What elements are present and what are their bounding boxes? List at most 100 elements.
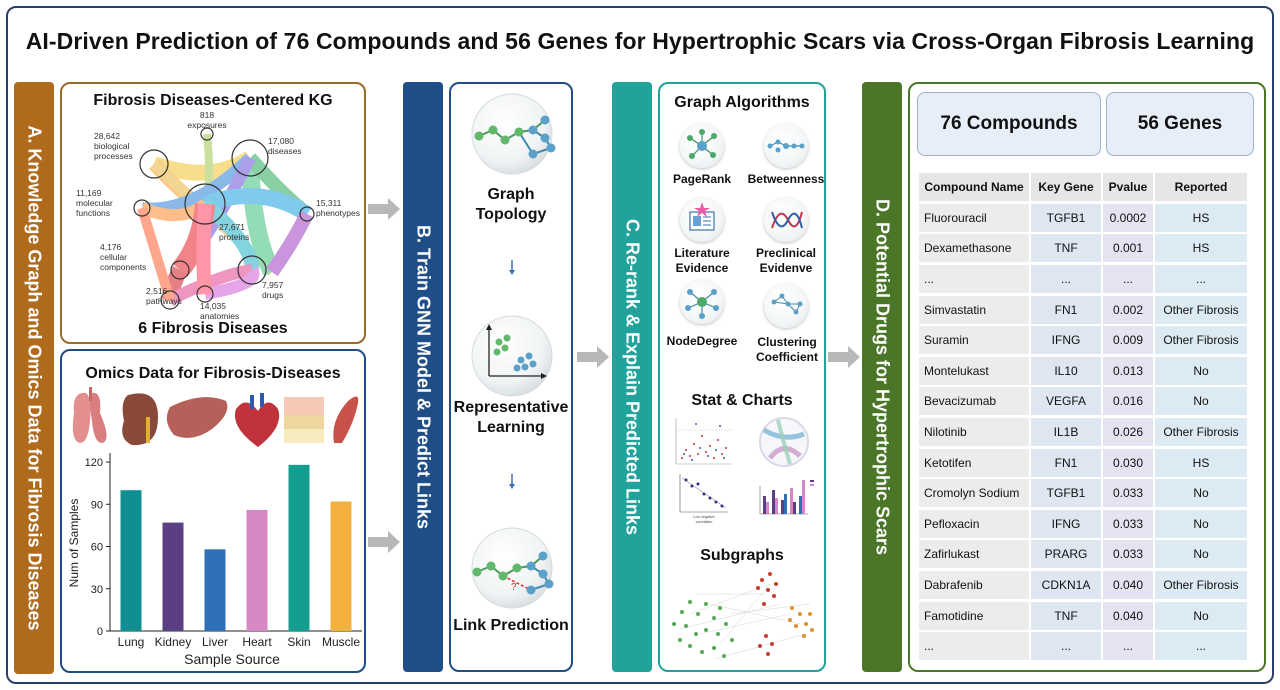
table-cell: HS (1155, 203, 1247, 232)
table-cell: IL10 (1031, 356, 1101, 385)
table-cell: Pefloxacin (919, 509, 1029, 538)
svg-text:correlation: correlation (696, 520, 713, 524)
kg-node-label: biological (94, 141, 130, 151)
kg-node-label: diseases (268, 146, 302, 156)
kg-node-label: exposures (187, 120, 226, 130)
kg-node-label: proteins (219, 232, 249, 242)
table-row: Suramin IFNG 0.009 Other Fibrosis (918, 325, 1254, 356)
table-row: Dexamethasone TNF 0.001 HS (918, 233, 1254, 264)
y-tick-label: 120 (85, 457, 103, 469)
table-cell: Dexamethasone (919, 234, 1029, 263)
node-degree-icon (680, 280, 724, 324)
algo-clustering-coefficient: Clustering Coefficient (755, 335, 818, 364)
table-cell: HS (1155, 234, 1247, 263)
kg-network-diagram: 818 exposures 28,642 biological processe… (76, 110, 360, 321)
table-cell: Cromolyn Sodium (919, 479, 1029, 508)
figure-title: AI-Driven Prediction of 76 Compounds and… (25, 28, 1255, 54)
kg-node-label: pathways (146, 296, 182, 306)
table-cell: ... (1031, 265, 1101, 294)
table-cell: 0.002 (1103, 295, 1153, 324)
dna-icon (764, 198, 808, 242)
column-header: Key Gene (1031, 173, 1101, 202)
table-cell: 0.013 (1103, 356, 1153, 385)
table-cell: Bevacizumab (919, 387, 1029, 416)
table-row: Simvastatin FN1 0.002 Other Fibrosis (918, 294, 1254, 325)
kg-node-count: 15,311 (316, 198, 342, 208)
chord-plot-icon (759, 417, 809, 467)
table-row: Bevacizumab VEGFA 0.016 No (918, 386, 1254, 417)
table-cell: No (1155, 601, 1247, 630)
x-axis-label: Sample Source (184, 651, 280, 667)
arrow-right-icon (368, 198, 400, 220)
kg-node-label: components (100, 262, 146, 272)
algo-nodedegree: NodeDegree (666, 334, 738, 348)
step-link-prediction: Link Prediction (453, 617, 569, 634)
kg-node-label: anatomies (200, 311, 239, 321)
x-tick-label: Liver (202, 635, 228, 649)
table-cell: IFNG (1031, 509, 1101, 538)
y-tick-label: 60 (91, 542, 103, 554)
section-a-banner: A. Knowledge Graph and Omics Data for Fi… (14, 82, 54, 674)
kg-node-count: 14,035 (200, 301, 226, 311)
arrow-right-icon (828, 346, 860, 368)
table-cell: TGFB1 (1031, 203, 1101, 232)
column-header: Pvalue (1103, 173, 1153, 202)
kg-node-count: 4,176 (100, 242, 122, 252)
table-cell: 0.033 (1103, 540, 1153, 569)
muscle-icon (333, 396, 359, 443)
table-cell: ... (919, 632, 1029, 661)
kg-node-count: 7,957 (262, 280, 284, 290)
heart-icon (234, 393, 280, 447)
kg-node-count: 818 (200, 110, 214, 120)
bar-liver (204, 549, 226, 631)
table-cell: TNF (1031, 601, 1101, 630)
table-row: Ketotifen FN1 0.030 HS (918, 447, 1254, 478)
bar-skin (288, 464, 310, 631)
graph-algorithms-title: Graph Algorithms (674, 94, 810, 111)
algo-literature-evidence: Literature Evidence (674, 246, 730, 275)
table-cell: 0.030 (1103, 448, 1153, 477)
subgraphs-title: Subgraphs (700, 547, 784, 564)
graph-topology-icon (471, 93, 556, 175)
algo-preclinical-evidence: Preclinical Evidenve (755, 246, 817, 275)
table-cell: 0.033 (1103, 509, 1153, 538)
table-cell: Other Fibrosis (1155, 571, 1247, 600)
table-cell: TGFB1 (1031, 479, 1101, 508)
kg-node-label: processes (94, 151, 133, 161)
table-row: Famotidine TNF 0.040 No (918, 600, 1254, 631)
liver-icon (166, 397, 228, 438)
kg-node-count: 27,671 (219, 222, 245, 232)
table-cell: 0.001 (1103, 234, 1153, 263)
table-row: Dabrafenib CDKN1A 0.040 Other Fibrosis (918, 570, 1254, 601)
svg-text:Low negative: Low negative (693, 515, 714, 519)
train-panel: ? Graph Topology Representative Learning… (449, 82, 573, 672)
kg-title: Fibrosis Diseases-Centered KG (93, 92, 333, 109)
table-cell: Dabrafenib (919, 571, 1029, 600)
table-cell: VEGFA (1031, 387, 1101, 416)
kg-node-label: phenotypes (316, 208, 360, 218)
step-representative-learning: Representative Learning (453, 399, 569, 436)
table-cell: PRARG (1031, 540, 1101, 569)
table-cell: 0.033 (1103, 479, 1153, 508)
kg-panel: Fibrosis Diseases-Centered KG 6 Fibrosis… (60, 82, 366, 344)
table-cell: ... (1103, 632, 1153, 661)
arrow-right-icon (577, 346, 609, 368)
drug-table: Compound Name Key Gene Pvalue Reported F… (918, 172, 1254, 662)
table-cell: No (1155, 356, 1247, 385)
genes-count-box: 56 Genes (1106, 92, 1254, 156)
table-cell: FN1 (1031, 295, 1101, 324)
bar-heart (246, 509, 268, 631)
table-cell: Ketotifen (919, 448, 1029, 477)
kg-node-count: 11,169 (76, 188, 102, 198)
scatter-plot-icon: Low negative correlation (679, 474, 728, 524)
table-header: Compound Name Key Gene Pvalue Reported (918, 172, 1254, 203)
table-cell: TNF (1031, 234, 1101, 263)
literature-evidence-icon (680, 198, 724, 242)
table-cell: ... (1103, 265, 1153, 294)
table-cell: Other Fibrosis (1155, 295, 1247, 324)
betweenness-icon (764, 124, 808, 168)
bar-muscle (330, 501, 352, 631)
train-diagram: ? (471, 93, 556, 609)
y-tick-label: 30 (91, 584, 103, 596)
grouped-bar-chart-icon (759, 480, 814, 515)
